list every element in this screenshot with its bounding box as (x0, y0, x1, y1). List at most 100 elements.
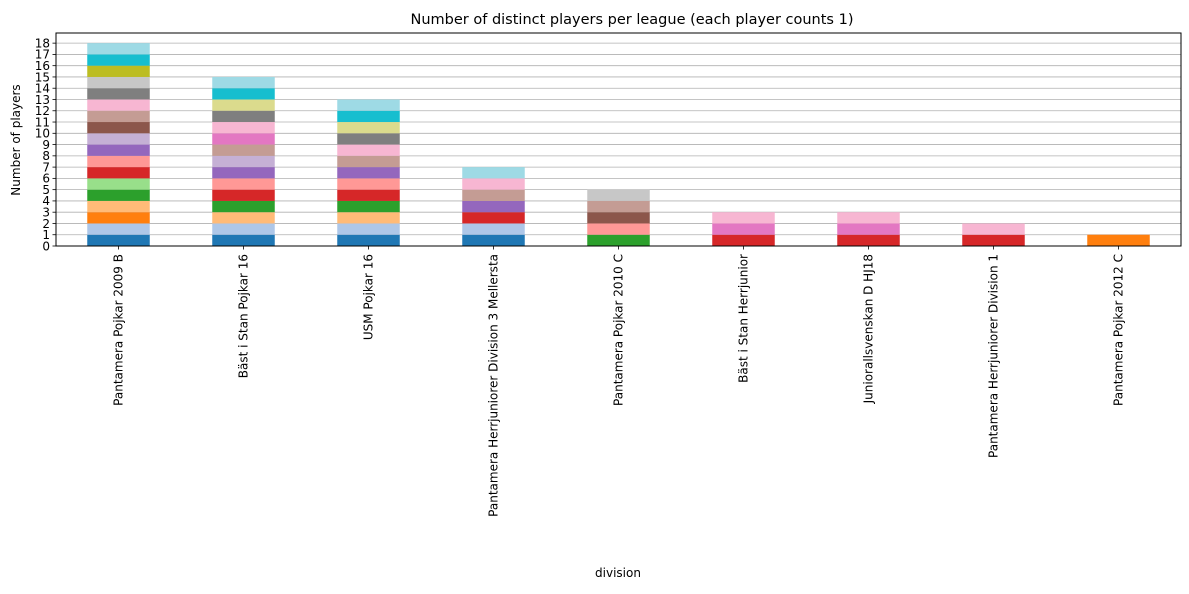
x-tick-label: Bäst i Stan Herrjunior (737, 254, 751, 383)
bar-segment (462, 200, 525, 213)
bar-segment (587, 234, 650, 246)
bar-segment (337, 122, 400, 134)
bar-segment (337, 234, 400, 246)
bar-segment (712, 212, 775, 224)
x-axis-label: division (595, 566, 641, 580)
bar-segment (87, 122, 150, 134)
bar-segment (337, 155, 400, 168)
bar-segment (837, 223, 900, 235)
bar-segment (837, 212, 900, 224)
x-tick-label: Pantamera Herrjuniorer Division 3 Meller… (487, 254, 501, 517)
y-axis-label: Number of players (9, 84, 23, 195)
bar-segment (337, 212, 400, 224)
bar-segment (462, 212, 525, 224)
y-tick-label: 7 (42, 160, 50, 174)
y-tick-label: 17 (35, 48, 50, 62)
x-axis-ticks: Pantamera Pojkar 2009 B Bäst i Stan Pojka… (112, 246, 1126, 517)
bar-segment (462, 178, 525, 190)
x-tick-label: Pantamera Herrjuniorer Division 1 (987, 254, 1001, 458)
y-tick-label: 10 (35, 127, 50, 141)
bar-segment (87, 133, 150, 145)
x-tick-label: Pantamera Pojkar 2012 C (1112, 254, 1126, 406)
y-tick-label: 0 (42, 239, 50, 253)
bar-stack (962, 223, 1025, 246)
x-tick-label: Pantamera Pojkar 2009 B (112, 254, 126, 406)
y-tick-label: 6 (42, 172, 50, 186)
bar-segment (212, 88, 275, 100)
y-tick-label: 16 (35, 59, 50, 73)
bar-segment (212, 223, 275, 235)
y-tick-label: 14 (35, 82, 50, 96)
y-tick-label: 3 (42, 205, 50, 219)
bar-segment (587, 212, 650, 224)
bar-segment (212, 110, 275, 123)
bar-segment (212, 212, 275, 224)
bar-stack (337, 99, 400, 246)
y-tick-label: 9 (42, 138, 50, 152)
bar-segment (962, 234, 1025, 246)
bar-segment (212, 133, 275, 145)
chart-title: Number of distinct players per league (e… (411, 12, 854, 28)
x-tick-label: USM Pojkar 16 (362, 254, 376, 340)
bar-segment (462, 189, 525, 201)
bars-layer (87, 43, 1150, 246)
bar-segment (337, 167, 400, 179)
bar-segment (212, 200, 275, 213)
y-tick-label: 11 (35, 115, 50, 129)
bar-segment (212, 122, 275, 134)
bar-segment (337, 178, 400, 190)
bar-segment (587, 200, 650, 213)
x-tick-label: Juniorallsvenskan D HJ18 (862, 254, 876, 404)
x-tick-label: Pantamera Pojkar 2010 C (612, 254, 626, 406)
y-tick-label: 8 (42, 149, 50, 163)
y-tick-label: 4 (42, 194, 50, 208)
bar-segment (87, 88, 150, 100)
bar-stack (712, 212, 775, 246)
bar-stack (587, 189, 650, 246)
bar-segment (462, 234, 525, 246)
y-tick-label: 5 (42, 183, 50, 197)
bar-segment (87, 155, 150, 168)
y-tick-label: 2 (42, 217, 50, 231)
y-tick-label: 15 (35, 70, 50, 84)
bar-segment (87, 99, 150, 111)
bar-segment (587, 223, 650, 235)
bar-stack (212, 76, 275, 246)
bar-segment (87, 65, 150, 77)
bar-segment (712, 234, 775, 246)
bar-segment (212, 144, 275, 156)
bar-segment (212, 178, 275, 190)
bar-stack (87, 43, 150, 246)
bar-segment (337, 133, 400, 145)
bar-segment (87, 234, 150, 246)
bar-segment (337, 200, 400, 213)
bar-segment (337, 144, 400, 156)
bar-segment (87, 200, 150, 213)
bar-stack (462, 167, 525, 246)
bar-segment (87, 54, 150, 66)
bar-segment (212, 167, 275, 179)
bar-segment (212, 234, 275, 246)
bar-segment (212, 99, 275, 111)
bar-segment (87, 43, 150, 55)
x-tick-label: Bäst i Stan Pojkar 16 (237, 254, 251, 378)
y-tick-label: 18 (35, 36, 50, 50)
bar-segment (337, 110, 400, 123)
y-tick-label: 12 (35, 104, 50, 118)
bar-stack (837, 212, 900, 246)
bar-segment (337, 99, 400, 111)
bar-segment (87, 167, 150, 179)
y-tick-label: 1 (42, 228, 50, 242)
bar-segment (87, 76, 150, 89)
bar-segment (87, 110, 150, 123)
bar-segment (212, 155, 275, 168)
bar-segment (87, 189, 150, 201)
bar-segment (962, 223, 1025, 235)
bar-segment (462, 223, 525, 235)
bar-segment (87, 212, 150, 224)
bar-segment (87, 223, 150, 235)
bar-segment (587, 189, 650, 201)
